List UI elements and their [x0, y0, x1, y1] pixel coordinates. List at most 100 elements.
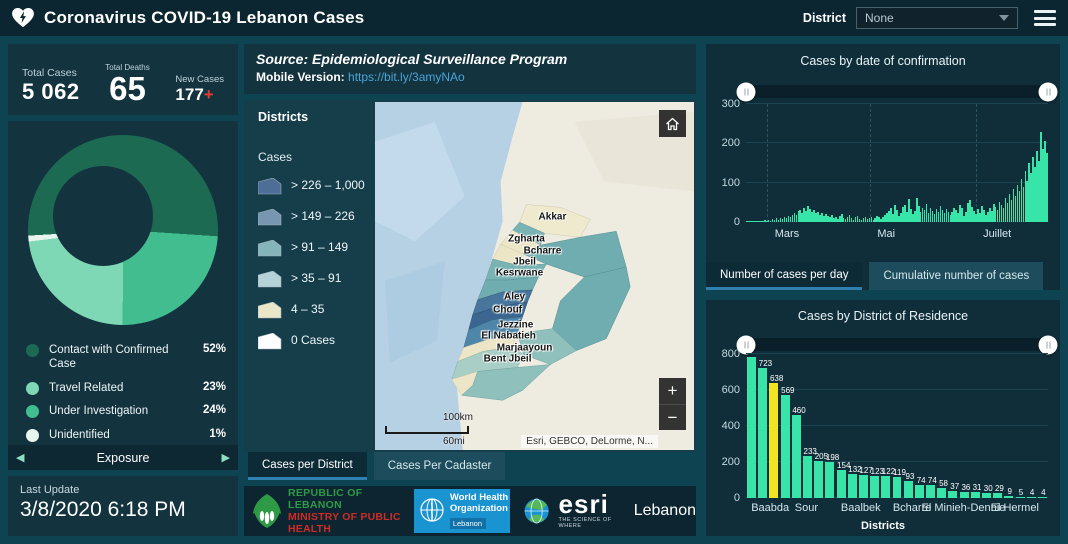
bar[interactable]	[921, 208, 924, 222]
bar[interactable]	[773, 220, 776, 222]
bar[interactable]	[983, 210, 985, 222]
bar[interactable]	[825, 214, 827, 222]
bar[interactable]	[915, 197, 918, 222]
bar[interactable]	[1016, 184, 1019, 222]
bar[interactable]	[847, 474, 857, 498]
bar[interactable]	[819, 214, 821, 222]
bar[interactable]	[848, 214, 851, 222]
bar[interactable]	[763, 220, 766, 222]
map-tab[interactable]: Cases per District	[248, 452, 367, 480]
slider-handle-left[interactable]	[736, 335, 756, 354]
bar[interactable]	[906, 211, 908, 222]
bar[interactable]	[781, 218, 784, 222]
bar[interactable]	[977, 209, 979, 222]
bar[interactable]	[937, 211, 940, 222]
bar[interactable]	[898, 215, 900, 222]
bar[interactable]	[929, 207, 932, 222]
bar[interactable]	[846, 216, 849, 222]
bar[interactable]	[880, 218, 882, 222]
bar[interactable]	[860, 220, 863, 222]
bar[interactable]	[825, 462, 835, 498]
bar[interactable]	[838, 216, 841, 222]
bar[interactable]	[831, 215, 833, 222]
bar[interactable]	[925, 204, 928, 222]
bar[interactable]	[850, 218, 853, 222]
bar[interactable]	[982, 492, 991, 498]
bar[interactable]	[809, 209, 811, 222]
bar[interactable]	[787, 215, 790, 222]
bar[interactable]	[858, 475, 868, 498]
bar[interactable]	[1004, 496, 1014, 498]
bar[interactable]	[801, 212, 804, 222]
bar[interactable]	[836, 470, 846, 498]
bar[interactable]	[919, 212, 922, 222]
bar[interactable]	[1018, 190, 1021, 222]
bar[interactable]	[777, 219, 780, 222]
bar[interactable]	[1044, 141, 1046, 222]
bar[interactable]	[993, 492, 1003, 498]
bar[interactable]	[959, 205, 961, 222]
bar[interactable]	[971, 207, 973, 222]
bar[interactable]	[870, 475, 880, 498]
bar[interactable]	[910, 209, 912, 222]
bar[interactable]	[927, 212, 930, 222]
bar[interactable]	[965, 212, 967, 222]
bar[interactable]	[840, 213, 843, 222]
bar[interactable]	[979, 212, 981, 222]
bar[interactable]	[836, 218, 839, 222]
bar[interactable]	[881, 475, 891, 498]
bar[interactable]	[947, 212, 950, 222]
bar[interactable]	[1032, 157, 1034, 222]
bar[interactable]	[852, 219, 855, 222]
bar[interactable]	[805, 211, 807, 222]
bar[interactable]	[1000, 204, 1003, 222]
bar[interactable]	[842, 217, 845, 222]
bar[interactable]	[752, 220, 754, 222]
bar[interactable]	[844, 219, 847, 222]
bar[interactable]	[888, 211, 890, 222]
bar[interactable]	[789, 217, 792, 222]
bar[interactable]	[791, 214, 794, 222]
bar[interactable]	[878, 217, 881, 222]
bar[interactable]	[835, 216, 837, 222]
bar[interactable]	[758, 367, 768, 498]
bar[interactable]	[761, 220, 764, 222]
bar[interactable]	[990, 211, 993, 222]
bar[interactable]	[935, 209, 938, 222]
bar[interactable]	[933, 214, 936, 222]
bar[interactable]	[748, 220, 750, 222]
menu-icon[interactable]	[1034, 10, 1056, 26]
bar[interactable]	[756, 220, 758, 222]
bar[interactable]	[973, 211, 975, 222]
daily-chart-tab[interactable]: Number of cases per day	[706, 262, 863, 290]
bar[interactable]	[988, 208, 991, 222]
bar[interactable]	[811, 211, 813, 222]
bar[interactable]	[945, 208, 948, 222]
bar[interactable]	[814, 461, 824, 498]
bar[interactable]	[1006, 203, 1009, 222]
district-dropdown[interactable]: None	[856, 7, 1018, 29]
bar[interactable]	[862, 218, 865, 222]
zoom-in-button[interactable]: +	[667, 381, 678, 400]
bar[interactable]	[1004, 198, 1007, 222]
bar[interactable]	[872, 219, 875, 222]
bar[interactable]	[754, 220, 756, 222]
bar[interactable]	[780, 395, 790, 498]
bar[interactable]	[992, 204, 995, 222]
bar[interactable]	[785, 218, 788, 222]
bar[interactable]	[963, 216, 965, 222]
slider-handle-left[interactable]	[736, 82, 756, 101]
bar[interactable]	[975, 214, 977, 222]
bar[interactable]	[902, 207, 904, 222]
bar[interactable]	[827, 216, 829, 222]
bar[interactable]	[896, 210, 898, 222]
slider-handle-right[interactable]	[1038, 335, 1058, 354]
bar[interactable]	[758, 220, 760, 222]
bar[interactable]	[1042, 149, 1044, 222]
bar[interactable]	[913, 211, 916, 222]
home-button[interactable]	[659, 110, 686, 137]
bar[interactable]	[1028, 163, 1031, 222]
bar[interactable]	[866, 219, 869, 222]
bar[interactable]	[1002, 207, 1005, 222]
bar[interactable]	[943, 213, 946, 222]
